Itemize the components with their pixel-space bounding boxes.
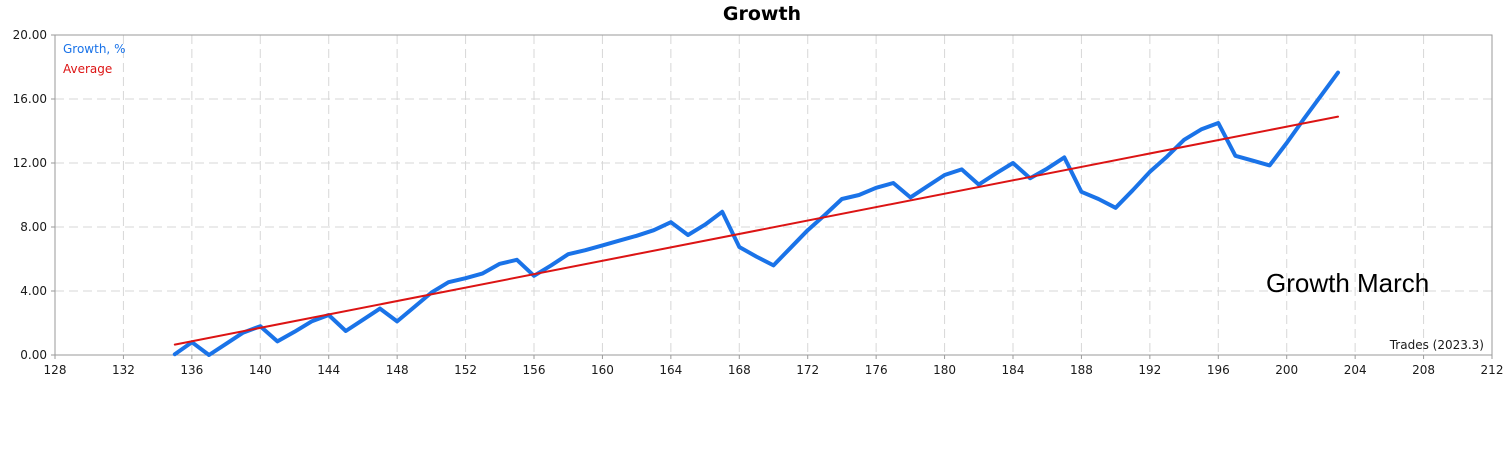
y-tick-label: 20.00 <box>13 28 47 42</box>
x-tick-label: 132 <box>112 363 135 377</box>
series <box>172 70 1340 357</box>
legend-entry-average: Average <box>63 62 112 76</box>
x-tick-label: 204 <box>1344 363 1367 377</box>
grid <box>55 35 1492 355</box>
x-tick-label: 192 <box>1138 363 1161 377</box>
x-tick-label: 184 <box>1002 363 1025 377</box>
x-tick-label: 152 <box>454 363 477 377</box>
x-tick-label: 164 <box>659 363 682 377</box>
x-tick-label: 200 <box>1275 363 1298 377</box>
series-line-growth <box>172 70 1340 357</box>
x-tick-label: 148 <box>386 363 409 377</box>
x-tick-label: 212 <box>1481 363 1504 377</box>
x-tick-label: 172 <box>796 363 819 377</box>
x-tick-label: 144 <box>317 363 340 377</box>
y-tick-label: 0.00 <box>20 348 47 362</box>
x-axis-label: Trades (2023.3) <box>1389 338 1484 352</box>
series-line-average <box>173 115 1339 346</box>
x-axis: 128 132 136 140 144 148 152 156 160 164 168 172 176 1… <box>44 355 1504 377</box>
x-tick-label: 176 <box>865 363 888 377</box>
chart-annotation: Growth March <box>1266 268 1429 298</box>
x-tick-label: 188 <box>1070 363 1093 377</box>
x-tick-label: 156 <box>523 363 546 377</box>
x-tick-label: 136 <box>180 363 203 377</box>
y-axis: 0.00 4.00 8.00 12.00 16.00 20.00 <box>13 28 55 362</box>
y-tick-label: 4.00 <box>20 284 47 298</box>
x-tick-label: 180 <box>933 363 956 377</box>
x-tick-label: 208 <box>1412 363 1435 377</box>
x-tick-label: 168 <box>728 363 751 377</box>
y-tick-label: 16.00 <box>13 92 47 106</box>
x-tick-label: 196 <box>1207 363 1230 377</box>
y-tick-label: 12.00 <box>13 156 47 170</box>
chart-title: Growth <box>723 3 801 25</box>
legend-entry-growth: Growth, % <box>63 42 125 56</box>
x-tick-label: 128 <box>44 363 67 377</box>
y-tick-label: 8.00 <box>20 220 47 234</box>
x-tick-label: 140 <box>249 363 272 377</box>
x-tick-label: 160 <box>591 363 614 377</box>
plot-frame <box>54 34 1493 356</box>
